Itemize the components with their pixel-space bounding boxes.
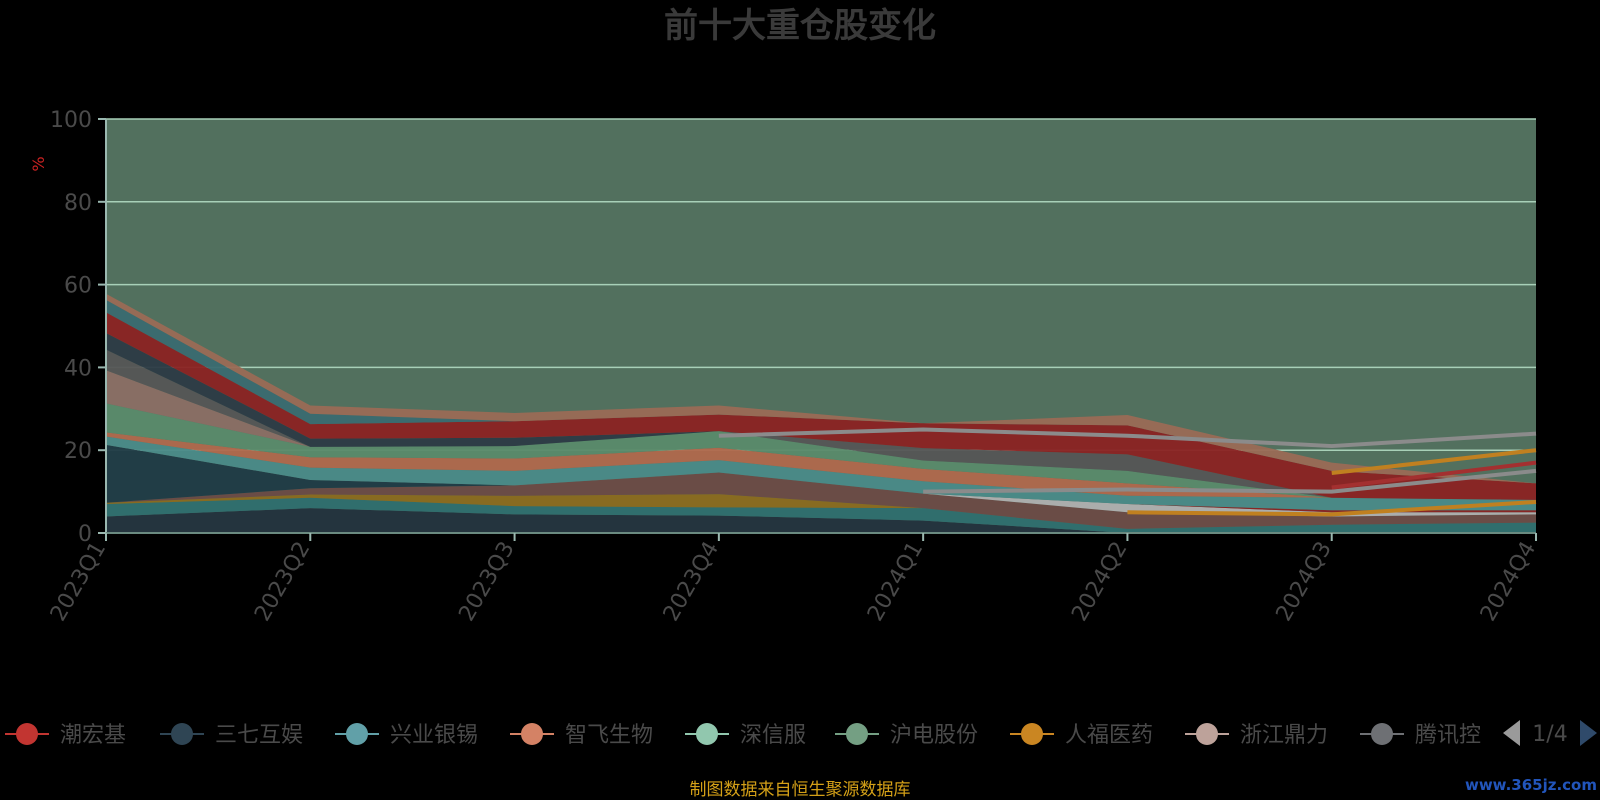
- legend-label: 兴业银锡: [390, 723, 478, 748]
- chart-title: 前十大重仓股变化: [664, 6, 936, 46]
- y-tick-label: 20: [64, 439, 92, 464]
- legend-marker-icon: [1021, 723, 1043, 745]
- watermark: www.365jz.com: [1465, 776, 1597, 794]
- x-tick-label: 2024Q4: [1476, 538, 1541, 626]
- area-layer-9: [106, 432, 1536, 500]
- y-tick-label: 60: [64, 274, 92, 299]
- legend-label: 腾讯控: [1415, 723, 1481, 748]
- legend-marker-icon: [846, 723, 868, 745]
- x-tick-label: 2024Q3: [1272, 538, 1337, 626]
- legend-item[interactable]: 三七互娱: [160, 723, 303, 748]
- legend-label: 沪电股份: [890, 723, 978, 748]
- band-line-1: [718, 427, 1537, 449]
- band-line-3: [1331, 460, 1537, 490]
- area-layer-8: [106, 436, 1536, 511]
- legend-marker-icon: [1196, 723, 1218, 745]
- x-tick-label: 2023Q2: [250, 538, 315, 626]
- y-tick-labels: 0 20 40 60 80 100: [50, 108, 92, 547]
- x-tick-label: 2023Q3: [454, 538, 519, 626]
- y-tick-label: 0: [78, 522, 92, 547]
- legend-label: 三七互娱: [215, 723, 303, 748]
- legend-item[interactable]: 智飞生物: [510, 723, 653, 748]
- y-axis-unit: %: [29, 156, 48, 171]
- legend-marker-icon: [171, 723, 193, 745]
- legend-item[interactable]: 潮宏基: [5, 723, 126, 748]
- area-layer-16: [106, 293, 1536, 484]
- x-tick-labels: 2023Q1 2023Q2 2023Q3 2023Q4 2024Q1 2024Q2 2024…: [46, 538, 1541, 626]
- legend[interactable]: 潮宏基 三七互娱 兴业银锡 智飞生物 深信服 沪电股份 人福医药 浙江鼎力 腾讯控: [5, 723, 1481, 748]
- pager-label: 1/4: [1532, 722, 1567, 747]
- y-tick-label: 80: [64, 191, 92, 216]
- area-layer-2: [106, 497, 1536, 533]
- band-line-4: [1331, 448, 1537, 475]
- legend-item[interactable]: 沪电股份: [835, 723, 978, 748]
- pager-prev-icon[interactable]: [1503, 720, 1520, 746]
- source-note: 制图数据来自恒生聚源数据库: [690, 780, 911, 800]
- x-tick-label: 2023Q4: [659, 538, 724, 626]
- legend-marker-icon: [1371, 723, 1393, 745]
- legend-label: 浙江鼎力: [1240, 723, 1328, 748]
- x-tick-label: 2024Q1: [863, 538, 928, 626]
- legend-item[interactable]: 腾讯控: [1360, 723, 1481, 748]
- legend-label: 潮宏基: [60, 723, 126, 748]
- x-tick-label: 2024Q2: [1067, 538, 1132, 626]
- area-layer-1: [106, 508, 1536, 533]
- series-lines: [718, 427, 1537, 517]
- legend-item[interactable]: 深信服: [685, 723, 806, 748]
- legend-marker-icon: [521, 723, 543, 745]
- legend-item[interactable]: 人福医药: [1010, 723, 1153, 748]
- legend-pager[interactable]: 1/4: [1503, 720, 1597, 747]
- legend-label: 深信服: [740, 723, 806, 748]
- band-line-5: [1127, 499, 1537, 517]
- legend-marker-icon: [696, 723, 718, 745]
- legend-label: 智飞生物: [565, 723, 653, 748]
- area-layer-10: [106, 403, 1536, 500]
- y-tick-label: 40: [64, 356, 92, 381]
- legend-marker-icon: [346, 723, 368, 745]
- x-tick-label: 2023Q1: [46, 538, 111, 626]
- pager-next-icon[interactable]: [1580, 720, 1597, 746]
- legend-marker-icon: [16, 723, 38, 745]
- y-tick-label: 100: [50, 108, 92, 133]
- axes: [98, 118, 1537, 541]
- legend-item[interactable]: 兴业银锡: [335, 723, 478, 748]
- area-layer-14: [106, 312, 1536, 500]
- legend-item[interactable]: 浙江鼎力: [1185, 723, 1328, 748]
- area-layer-3: [106, 494, 1536, 529]
- legend-label: 人福医药: [1065, 723, 1153, 748]
- band-line-2: [923, 468, 1537, 494]
